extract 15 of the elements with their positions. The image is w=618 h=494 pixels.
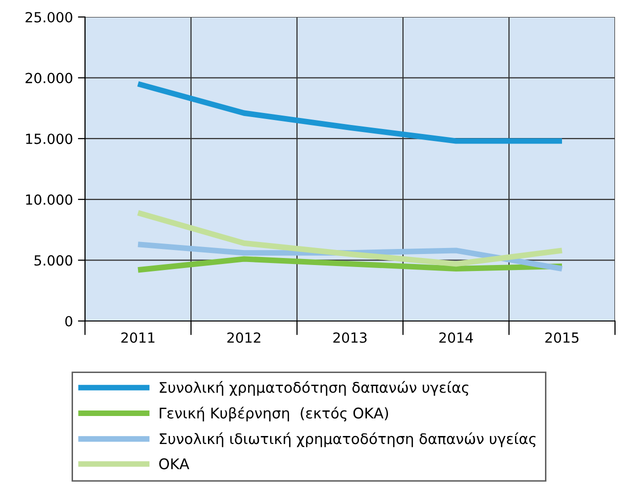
x-tick-label: 2013 [333, 332, 367, 343]
y-tick-label: 5.000 [34, 255, 72, 266]
y-tick-label: 25.000 [26, 12, 72, 22]
y-tick-label: 10.000 [26, 194, 72, 205]
legend-label: Γενική Κυβέρνηση (εκτός ΟΚΑ) [160, 406, 388, 422]
legend-label: ΟΚΑ [159, 458, 190, 470]
legend-label: Συνολική ιδιωτική χρηματοδότηση δαπανών υγείας [160, 432, 536, 448]
x-tick-label: 2014 [439, 332, 473, 343]
x-tick-label: 2012 [227, 332, 260, 343]
y-tick-label: 0 [65, 316, 72, 326]
y-tick-label: 20.000 [26, 72, 72, 84]
x-tick-label: 2011 [121, 332, 154, 343]
legend-label: Συνολική χρηματοδότηση δαπανών υγείας [160, 381, 468, 396]
y-tick-label: 15.000 [26, 134, 72, 144]
x-tick-label: 2015 [545, 332, 578, 343]
